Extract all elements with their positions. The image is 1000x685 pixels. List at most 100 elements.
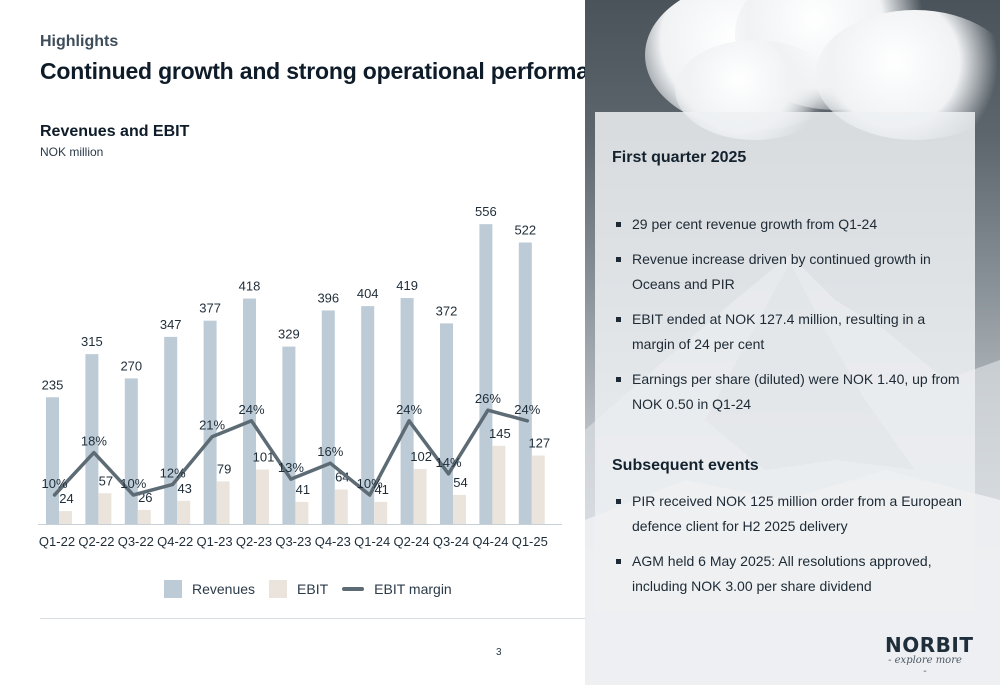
x-tick-label: Q2-23 — [236, 534, 272, 549]
chart-subtitle: NOK million — [40, 145, 104, 159]
revenue-bar — [85, 354, 99, 524]
norbit-logo: NORBIT - explore more - — [885, 633, 974, 677]
subsequent-events-list: PIR received NOK 125 million order from … — [612, 489, 962, 609]
margin-data-label: 26% — [475, 391, 501, 406]
margin-data-label: 24% — [396, 402, 422, 417]
x-tick-label: Q4-22 — [157, 534, 193, 549]
revenue-data-label: 522 — [514, 222, 536, 237]
x-tick-label: Q1-24 — [354, 534, 390, 549]
revenue-data-label: 347 — [160, 317, 182, 332]
ebit-data-label: 102 — [410, 449, 432, 464]
ebit-bar — [531, 455, 545, 524]
margin-data-label: 24% — [238, 402, 264, 417]
margin-data-label: 21% — [199, 418, 225, 433]
ebit-data-label: 57 — [99, 473, 113, 488]
revenue-data-label: 396 — [317, 290, 339, 305]
revenue-data-label: 372 — [436, 303, 458, 318]
legend-ebit-label: EBIT — [297, 581, 329, 597]
revenue-bar — [518, 242, 532, 524]
ebit-bar — [334, 489, 348, 524]
revenue-bar — [400, 298, 414, 524]
margin-data-label: 10% — [357, 476, 383, 491]
revenue-bar — [164, 336, 178, 524]
margin-data-label: 18% — [81, 434, 107, 449]
revenue-bar — [124, 378, 138, 524]
x-tick-label: Q1-25 — [512, 534, 548, 549]
page-title: Continued growth and strong operational … — [40, 58, 628, 84]
ebit-data-label: 127 — [528, 436, 550, 451]
logo-wordmark: NORBIT — [885, 633, 974, 657]
x-tick-label: Q4-24 — [472, 534, 508, 549]
revenue-bar — [243, 298, 256, 524]
revenue-bar — [203, 320, 217, 524]
ebit-bar — [98, 493, 112, 524]
revenue-data-label: 270 — [120, 358, 142, 373]
list-item: Revenue increase driven by continued gro… — [612, 247, 962, 297]
revenue-data-label: 419 — [396, 278, 418, 293]
logo-tagline: - explore more - — [888, 655, 962, 677]
chart-title: Revenues and EBIT — [40, 123, 190, 140]
legend-revenues: Revenues — [164, 580, 255, 598]
revenue-data-label: 329 — [278, 327, 300, 342]
revenue-data-label: 556 — [475, 204, 497, 219]
margin-data-label: 24% — [514, 402, 540, 417]
legend-ebit: EBIT — [269, 580, 328, 598]
x-tick-label: Q2-22 — [78, 534, 114, 549]
margin-data-label: 13% — [278, 460, 304, 475]
x-tick-label: Q1-23 — [197, 534, 233, 549]
ebit-margin-line — [52, 408, 530, 497]
ebit-bar — [413, 468, 427, 524]
ebit-bar — [256, 469, 269, 524]
revenue-data-label: 404 — [357, 286, 379, 301]
x-tick-label: Q3-24 — [433, 534, 469, 549]
revenue-bar — [46, 397, 59, 524]
ebit-data-label: 43 — [177, 481, 191, 496]
legend-margin-label: EBIT margin — [374, 581, 452, 597]
revenue-bar — [361, 306, 375, 524]
margin-data-label: 10% — [120, 476, 146, 491]
legend-revenues-label: Revenues — [192, 581, 256, 597]
revenue-bar — [282, 346, 296, 524]
revenue-data-label: 315 — [81, 334, 103, 349]
ebit-bar — [59, 511, 72, 524]
ebit-data-label: 145 — [489, 426, 511, 441]
list-item: AGM held 6 May 2025: All resolutions app… — [612, 549, 962, 599]
revenue-bar — [479, 224, 493, 524]
chart-legend: Revenues EBIT EBIT margin — [164, 580, 466, 598]
ebit-bar — [453, 494, 466, 524]
ebit-data-label: 101 — [253, 450, 275, 465]
ebit-bar — [177, 500, 191, 524]
x-tick-label: Q4-23 — [315, 534, 351, 549]
margin-data-label: 14% — [435, 455, 461, 470]
x-tick-label: Q3-23 — [275, 534, 311, 549]
page-number: 3 — [496, 647, 502, 658]
ebit-bar — [492, 445, 506, 524]
x-tick-label: Q3-22 — [118, 534, 154, 549]
list-item: EBIT ended at NOK 127.4 million, resulti… — [612, 307, 962, 357]
ebit-data-label: 41 — [296, 482, 310, 497]
section-eyebrow: Highlights — [40, 33, 119, 50]
revenue-bar — [440, 323, 453, 524]
revenue-data-label: 235 — [42, 377, 64, 392]
legend-ebit-swatch — [269, 580, 288, 598]
revenue-bar — [321, 310, 335, 524]
list-item: PIR received NOK 125 million order from … — [612, 489, 962, 539]
margin-data-label: 12% — [160, 465, 186, 480]
legend-margin-swatch — [342, 587, 365, 591]
revenue-data-label: 377 — [199, 301, 221, 316]
list-item: 29 per cent revenue growth from Q1-24 — [612, 212, 962, 237]
margin-data-label: 16% — [317, 444, 343, 459]
info-panel — [595, 112, 975, 612]
x-tick-label: Q2-24 — [394, 534, 430, 549]
ebit-data-label: 64 — [335, 469, 349, 484]
ebit-bar — [216, 481, 230, 524]
ebit-bar — [374, 501, 388, 524]
ebit-data-label: 41 — [374, 482, 388, 497]
first-quarter-heading: First quarter 2025 — [612, 149, 747, 166]
first-quarter-list: 29 per cent revenue growth from Q1-24 Re… — [612, 212, 962, 427]
revenue-data-label: 418 — [239, 279, 261, 294]
ebit-bar — [295, 501, 309, 524]
legend-margin: EBIT margin — [342, 581, 452, 597]
ebit-data-label: 24 — [59, 491, 73, 506]
ebit-data-label: 79 — [217, 461, 231, 476]
